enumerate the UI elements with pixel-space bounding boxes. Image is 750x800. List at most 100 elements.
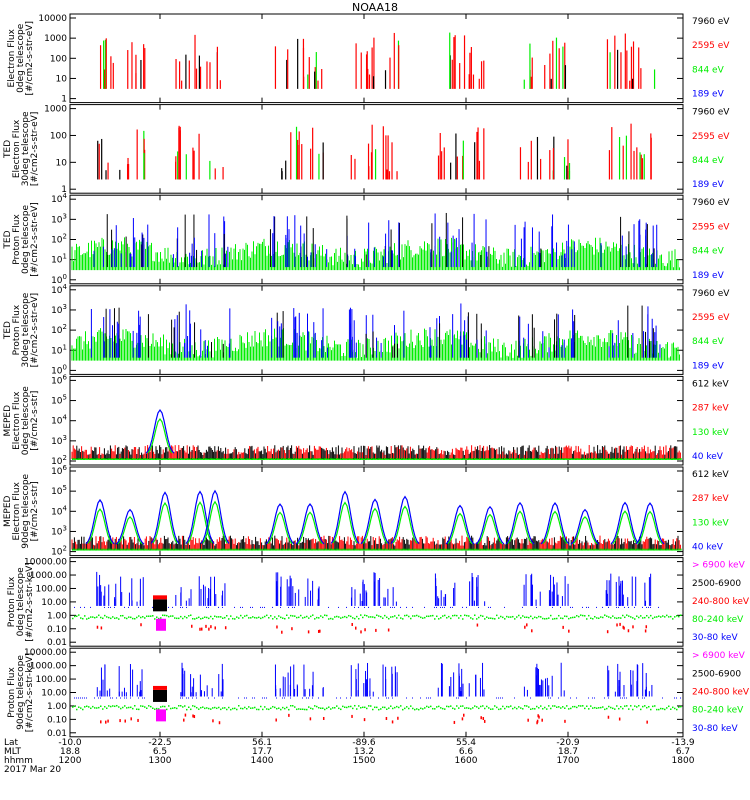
data-point <box>253 458 255 460</box>
legend-entry: 7960 eV <box>692 198 730 208</box>
data-cluster <box>156 709 166 722</box>
data-point <box>351 458 353 460</box>
data-point <box>465 548 467 551</box>
data-point <box>590 617 592 619</box>
data-point <box>606 458 608 460</box>
data-point <box>456 697 457 699</box>
data-point <box>289 548 291 551</box>
data-point <box>486 548 488 551</box>
data-point <box>548 697 549 699</box>
data-point <box>680 697 681 699</box>
data-point <box>119 719 121 723</box>
data-point <box>326 707 328 710</box>
data-point <box>446 548 448 551</box>
y-tick-label: 10000.00 <box>24 648 67 658</box>
data-point <box>518 706 520 708</box>
data-point <box>542 617 544 620</box>
data-point <box>284 707 286 710</box>
data-marks <box>99 32 656 89</box>
data-point <box>391 458 393 460</box>
data-point <box>476 548 478 551</box>
data-point <box>621 548 623 551</box>
legend-entry: 130 keV <box>692 428 729 438</box>
data-point <box>198 708 200 710</box>
data-point <box>654 548 656 551</box>
data-point <box>388 548 390 551</box>
data-point <box>302 708 304 710</box>
data-point <box>638 458 640 460</box>
data-point <box>344 458 346 460</box>
data-point <box>453 720 456 724</box>
data-point <box>574 616 576 619</box>
data-point <box>234 458 236 460</box>
data-point <box>166 614 168 617</box>
data-point <box>537 714 539 718</box>
data-point <box>338 548 340 551</box>
data-point <box>604 548 606 551</box>
data-point <box>440 548 442 551</box>
data-point <box>255 548 257 551</box>
data-point <box>148 705 150 707</box>
data-point <box>530 708 532 710</box>
data-point <box>444 458 446 460</box>
data-point <box>204 616 206 618</box>
data-point <box>411 458 413 460</box>
data-point <box>237 458 239 460</box>
data-point <box>644 697 645 699</box>
data-point <box>529 458 531 460</box>
data-point <box>618 548 620 551</box>
data-point <box>100 626 103 630</box>
data-point <box>498 697 499 699</box>
data-point <box>484 458 486 460</box>
x-tick-label-lat: -13.9 <box>671 738 695 748</box>
data-point <box>206 548 208 551</box>
data-point <box>543 548 545 551</box>
data-point <box>562 458 564 460</box>
data-point <box>552 606 553 608</box>
data-point <box>246 708 248 710</box>
data-point <box>142 705 144 707</box>
y-tick-label: 102 <box>51 233 67 246</box>
data-point <box>645 458 647 460</box>
data-point <box>409 458 411 460</box>
data-point <box>566 705 568 707</box>
data-point <box>530 458 532 460</box>
data-point <box>337 458 339 460</box>
legend-entry: 287 keV <box>692 494 729 504</box>
data-point <box>648 606 649 608</box>
data-point <box>590 548 592 551</box>
data-point <box>622 458 624 460</box>
data-point <box>344 548 346 551</box>
data-point <box>394 458 396 460</box>
data-point <box>564 719 566 723</box>
y-tick-label: 100.00 <box>36 675 68 685</box>
data-point <box>508 706 510 708</box>
data-point <box>544 548 546 551</box>
data-point <box>417 458 419 460</box>
data-point <box>445 548 447 551</box>
data-point <box>466 697 467 699</box>
data-point <box>386 697 387 699</box>
data-point <box>190 548 192 551</box>
data-point <box>652 617 654 620</box>
x-tick-label-mlt: 6.7 <box>676 747 690 757</box>
data-point <box>238 548 240 551</box>
data-point <box>188 548 190 551</box>
y-tick-label: 105 <box>51 394 67 407</box>
data-point <box>292 705 294 707</box>
data-point <box>396 705 398 708</box>
data-point <box>609 548 611 551</box>
data-point <box>404 707 406 710</box>
data-point <box>100 705 102 707</box>
data-point <box>280 708 282 711</box>
data-point <box>574 548 576 551</box>
data-point <box>540 616 542 618</box>
data-point <box>188 615 190 617</box>
data-point <box>133 548 135 551</box>
data-point <box>166 458 168 460</box>
data-point <box>204 458 206 460</box>
data-point <box>93 548 95 551</box>
data-point <box>336 705 338 707</box>
y-tick-label: 101 <box>51 253 67 266</box>
data-point <box>86 618 88 620</box>
